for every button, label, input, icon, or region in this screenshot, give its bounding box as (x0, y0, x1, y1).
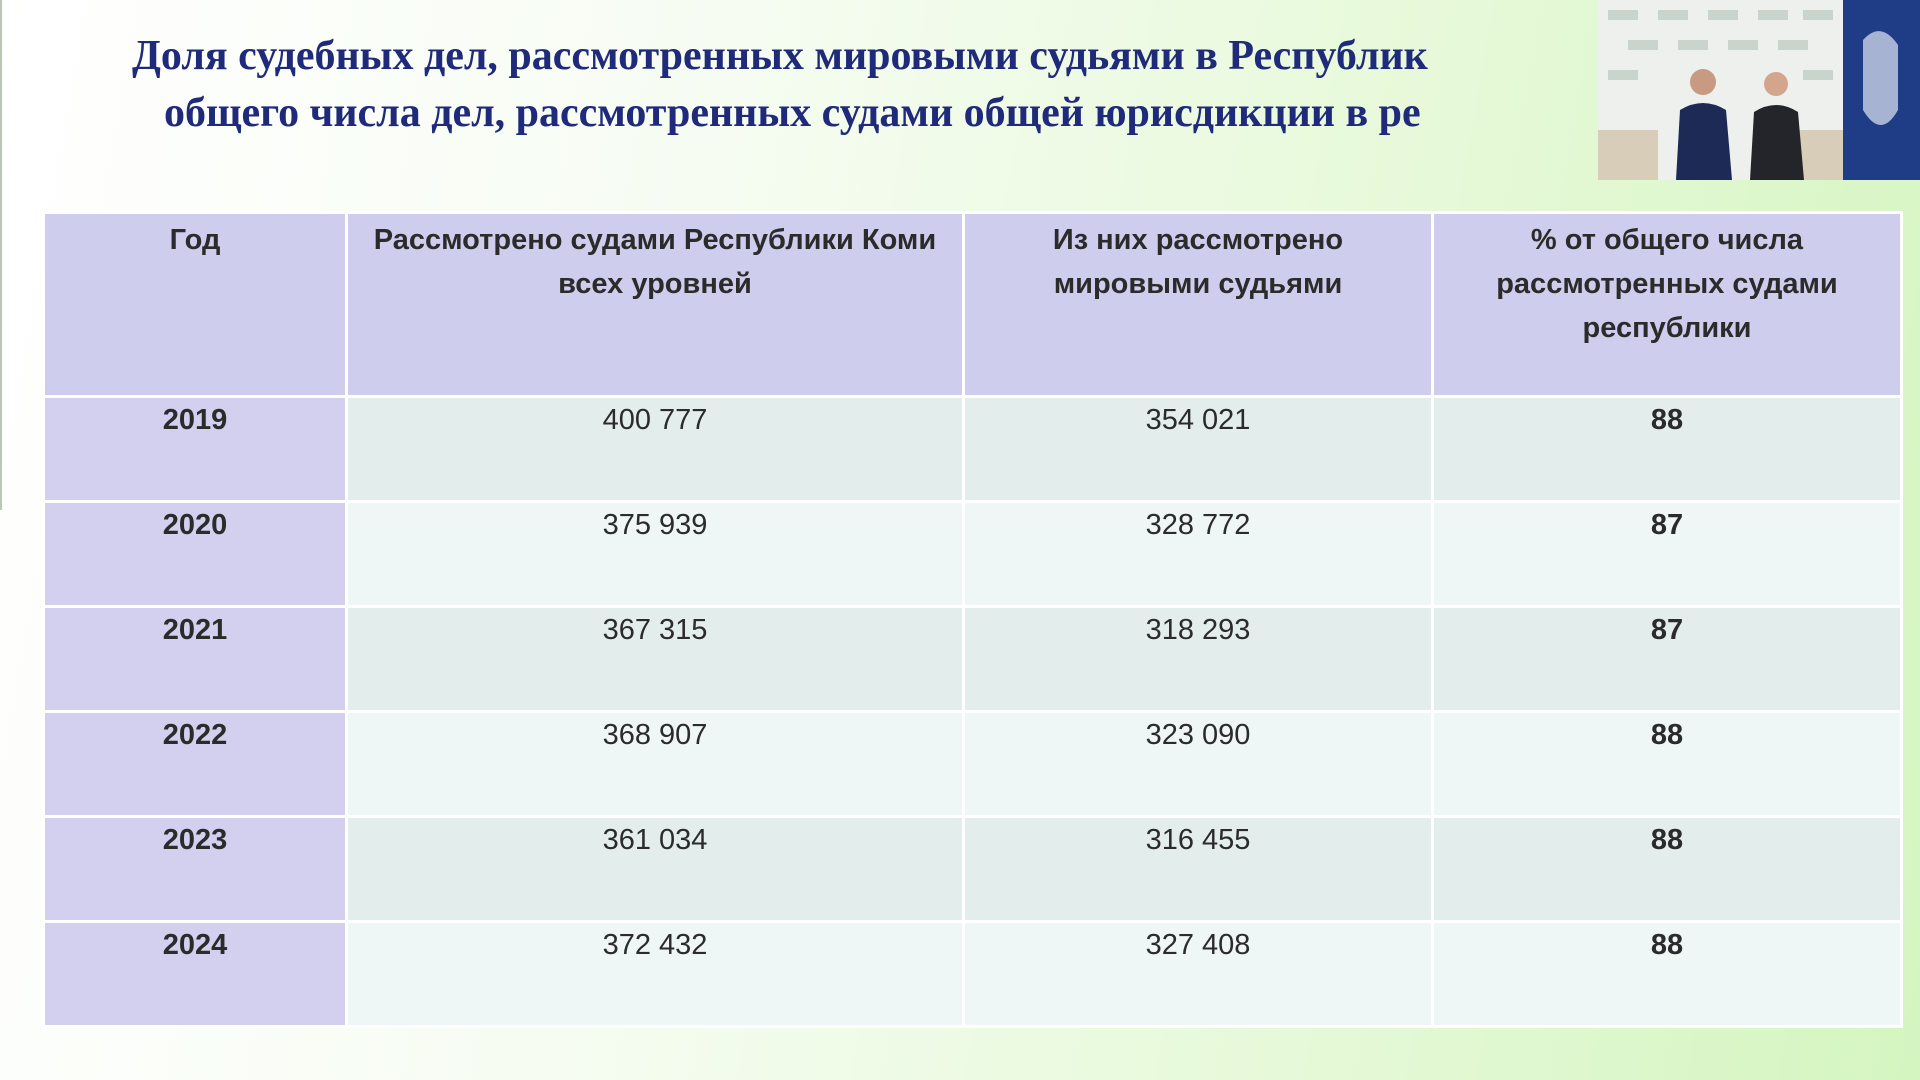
value-cell: 316 455 (962, 815, 1434, 923)
year-cell: 2024 (42, 920, 348, 1028)
person-body (1750, 105, 1804, 180)
year-cell: 2019 (42, 395, 348, 503)
value-cell: 361 034 (345, 815, 965, 923)
table-row: 2022 368 907 323 090 88 (42, 710, 1903, 818)
value-cell: 367 315 (345, 605, 965, 713)
value-cell: 368 907 (345, 710, 965, 818)
header-cell: Из них рассмотрено мировыми судьями (962, 211, 1434, 398)
value-cell: 328 772 (962, 500, 1434, 608)
table-right (1798, 130, 1843, 180)
year-cell: 2021 (42, 605, 348, 713)
backdrop-logos (1608, 10, 1833, 80)
table-body: 2019 400 777 354 021 88 2020 375 939 328 772 87… (42, 395, 1903, 1028)
title-line: Доля судебных дел, рассмотренных мировым… (132, 33, 1428, 79)
table-left (1598, 130, 1658, 180)
value-cell: 88 (1431, 920, 1903, 1028)
slide-title: Доля судебных дел, рассмотренных мировым… (0, 28, 1600, 142)
year-cell: 2023 (42, 815, 348, 923)
value-cell: 88 (1431, 395, 1903, 503)
value-cell: 88 (1431, 710, 1903, 818)
value-cell: 327 408 (962, 920, 1434, 1028)
header-cell: Год (42, 211, 348, 398)
person-head (1764, 72, 1788, 96)
person-head (1690, 69, 1716, 95)
header-cell: Рассмотрено судами Республики Коми всех … (345, 211, 965, 398)
banner-emblem (1863, 31, 1898, 125)
table-row: 2019 400 777 354 021 88 (42, 395, 1903, 503)
edge-line (0, 0, 2, 510)
table-row: 2023 361 034 316 455 88 (42, 815, 1903, 923)
value-cell: 87 (1431, 500, 1903, 608)
table-row: 2024 372 432 327 408 88 (42, 920, 1903, 1028)
value-cell: 87 (1431, 605, 1903, 713)
value-cell: 323 090 (962, 710, 1434, 818)
person-body (1676, 103, 1732, 180)
value-cell: 354 021 (962, 395, 1434, 503)
table-row: 2020 375 939 328 772 87 (42, 500, 1903, 608)
value-cell: 400 777 (345, 395, 965, 503)
data-table: Год Рассмотрено судами Республики Коми вс… (42, 211, 1903, 1028)
video-overlay (1598, 0, 1920, 180)
value-cell: 318 293 (962, 605, 1434, 713)
header-row: Год Рассмотрено судами Республики Коми вс… (42, 211, 1903, 398)
value-cell: 88 (1431, 815, 1903, 923)
value-cell: 372 432 (345, 920, 965, 1028)
year-cell: 2022 (42, 710, 348, 818)
header-cell: % от общего числа рассмотренных судами р… (1431, 211, 1903, 398)
value-cell: 375 939 (345, 500, 965, 608)
title-line: общего числа дел, рассмотренных судами о… (164, 90, 1421, 136)
table-row: 2021 367 315 318 293 87 (42, 605, 1903, 713)
year-cell: 2020 (42, 500, 348, 608)
